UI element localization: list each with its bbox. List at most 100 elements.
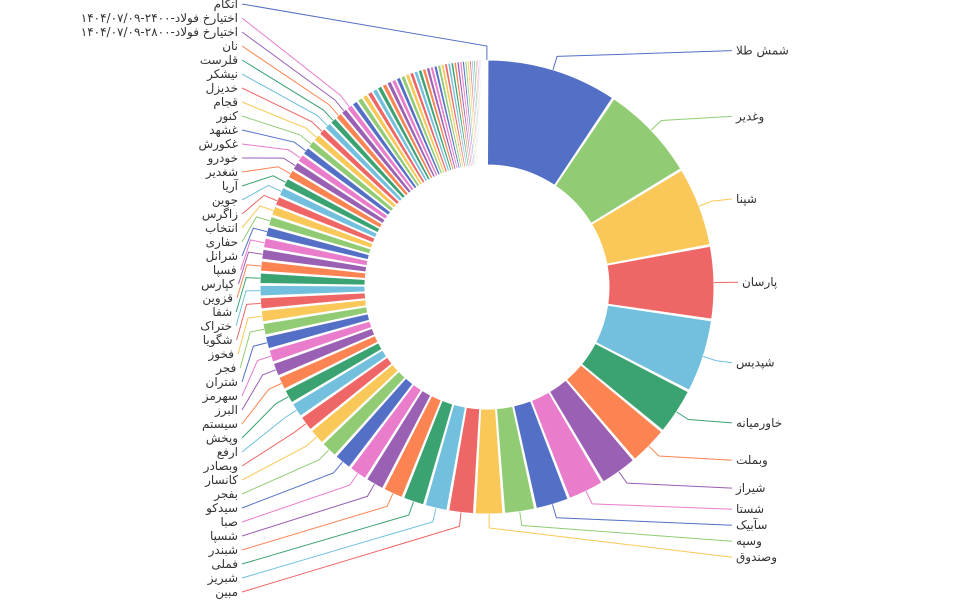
donut-slice[interactable] xyxy=(361,93,424,186)
donut-slice[interactable] xyxy=(284,342,383,404)
slice-label: حفاری xyxy=(206,235,238,250)
leader-line xyxy=(241,436,317,481)
donut-slice[interactable] xyxy=(272,327,376,377)
donut-slice[interactable] xyxy=(349,383,423,480)
donut-slice[interactable] xyxy=(259,272,366,286)
donut-slice[interactable] xyxy=(259,284,366,297)
leader-line xyxy=(236,264,262,299)
slice-label: شبریز xyxy=(207,571,238,586)
donut-slice[interactable] xyxy=(262,237,369,267)
donut-slice[interactable] xyxy=(267,215,372,255)
slice-label: وسپه xyxy=(736,534,762,549)
donut-slice[interactable] xyxy=(278,334,379,390)
leader-line xyxy=(241,227,267,257)
leader-line xyxy=(241,17,350,107)
donut-slice[interactable] xyxy=(297,154,389,220)
leader-line xyxy=(488,513,733,558)
donut-slice[interactable] xyxy=(262,306,369,336)
donut-slice[interactable] xyxy=(300,356,393,431)
donut-slice[interactable] xyxy=(340,108,412,195)
donut-slice[interactable] xyxy=(278,186,379,239)
donut-slice[interactable] xyxy=(594,304,713,391)
donut-slice[interactable] xyxy=(274,196,376,244)
donut-slice[interactable] xyxy=(260,299,368,323)
leader-line xyxy=(239,328,265,369)
slice-label: کانسار xyxy=(204,473,238,488)
donut-slice[interactable] xyxy=(335,377,414,469)
donut-slice[interactable] xyxy=(313,133,398,209)
slice-label: نان xyxy=(222,39,238,53)
slice-label: شسپا xyxy=(210,529,238,543)
donut-slice[interactable] xyxy=(474,408,504,515)
donut-slice[interactable] xyxy=(606,245,715,320)
donut-slice[interactable] xyxy=(346,104,415,192)
donut-slice[interactable] xyxy=(565,364,663,460)
leader-line xyxy=(551,504,733,526)
leader-line xyxy=(241,423,307,467)
donut-slice[interactable] xyxy=(448,406,481,515)
slice-label: غکورش xyxy=(198,137,238,152)
donut-slice[interactable] xyxy=(265,226,370,261)
donut-slice[interactable] xyxy=(302,146,392,216)
donut-slice[interactable] xyxy=(495,405,536,514)
slice-label: وپخش xyxy=(206,431,238,446)
donut-slice[interactable] xyxy=(335,112,410,197)
donut-slice[interactable] xyxy=(287,169,384,229)
donut-slice[interactable] xyxy=(291,349,388,417)
donut-slice[interactable] xyxy=(383,395,442,499)
leader-line xyxy=(241,369,276,411)
slice-label: وبصادر xyxy=(203,459,238,474)
leader-line xyxy=(650,115,733,131)
donut-slice[interactable] xyxy=(261,248,368,273)
donut-slice[interactable] xyxy=(322,370,406,457)
donut-slice[interactable] xyxy=(259,292,367,310)
donut-slice[interactable] xyxy=(580,342,690,432)
slice-label: خدیزل xyxy=(206,81,238,96)
donut-slice[interactable] xyxy=(310,363,399,444)
donut-slice[interactable] xyxy=(268,320,373,363)
leader-line xyxy=(241,512,462,593)
slice-label: پارسان xyxy=(742,275,777,290)
slice-label: سآبیک xyxy=(736,517,767,532)
leader-line xyxy=(241,129,306,151)
donut-slice[interactable] xyxy=(365,389,432,490)
donut-slice[interactable] xyxy=(424,403,467,512)
slice-label: کنور xyxy=(216,109,239,124)
donut-slice[interactable] xyxy=(530,391,603,500)
slice-label: البرز xyxy=(214,403,238,418)
donut-slice[interactable] xyxy=(329,117,407,200)
slice-label: انتخاب xyxy=(205,221,238,235)
donut-slice[interactable] xyxy=(512,400,569,510)
donut-slice[interactable] xyxy=(264,313,371,350)
slice-label: اختیارخ فولاد-۲۴۰۰-۱۴۰۴/۰۷/۰۹ xyxy=(81,11,238,26)
leader-line xyxy=(241,501,414,565)
donut-slice[interactable] xyxy=(590,169,711,265)
slice-label: آریا xyxy=(222,178,239,194)
donut-slice[interactable] xyxy=(402,399,454,506)
donut-slice[interactable] xyxy=(260,260,367,280)
leader-line xyxy=(235,277,261,313)
leader-line xyxy=(585,491,733,510)
leader-line xyxy=(241,184,282,201)
slice-label: قزوین xyxy=(202,291,233,306)
slice-label: بفجر xyxy=(213,487,238,502)
donut-slice[interactable] xyxy=(271,205,374,249)
leader-line xyxy=(241,483,375,537)
donut-slice[interactable] xyxy=(283,177,381,234)
slice-label: ارفع xyxy=(217,445,238,460)
slice-label: شمش طلا xyxy=(736,44,789,59)
slice-label: شبندر xyxy=(208,543,238,558)
donut-slice[interactable] xyxy=(351,100,418,190)
donut-slice[interactable] xyxy=(318,128,401,206)
leader-line xyxy=(241,396,289,439)
slice-label: قلرست xyxy=(200,53,238,68)
donut-slice[interactable] xyxy=(554,98,682,225)
donut-slice[interactable] xyxy=(292,161,386,225)
donut-slice[interactable] xyxy=(356,96,421,188)
donut-slice[interactable] xyxy=(324,122,404,203)
slice-label: ختراک xyxy=(200,319,232,334)
donut-slice[interactable] xyxy=(307,140,395,213)
donut-slice[interactable] xyxy=(486,59,614,187)
donut-slice[interactable] xyxy=(548,379,635,483)
slice-label: شتران xyxy=(206,375,238,390)
